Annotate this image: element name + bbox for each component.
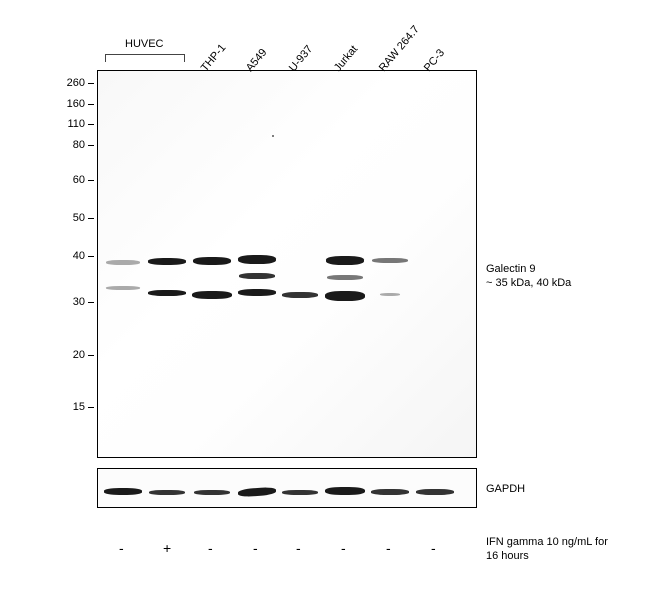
huvec-bracket: [105, 54, 185, 62]
blot-band: [239, 273, 275, 279]
blot-band: [372, 258, 408, 263]
sample-label: RAW 264.7: [377, 24, 422, 74]
mw-marker-tick: [88, 218, 94, 219]
loading-band: [104, 488, 142, 495]
mw-marker-tick: [88, 83, 94, 84]
treatment-symbol: -: [431, 540, 436, 556]
mw-marker-label: 30: [55, 296, 85, 308]
mw-marker-tick: [88, 180, 94, 181]
blot-band: [193, 257, 231, 265]
blot-band: [380, 293, 400, 296]
loading-control-label: GAPDH: [486, 482, 525, 496]
treatment-symbol: -: [119, 540, 124, 556]
blot-band: [148, 290, 186, 296]
blot-band: [238, 255, 276, 264]
mw-marker-tick: [88, 256, 94, 257]
mw-marker-label: 60: [55, 174, 85, 186]
loading-band: [325, 487, 365, 495]
mw-marker-tick: [88, 355, 94, 356]
mw-marker-label: 20: [55, 349, 85, 361]
huvec-label: HUVEC: [125, 38, 164, 50]
mw-marker-label: 160: [55, 98, 85, 110]
figure-canvas: 26016011080605040302015THP-1A549U-937Jur…: [0, 0, 650, 601]
mw-marker-tick: [88, 145, 94, 146]
mw-marker-label: 80: [55, 139, 85, 151]
blot-band: [106, 260, 140, 265]
loading-band: [371, 489, 409, 495]
blot-band: [282, 292, 318, 298]
loading-band: [416, 489, 454, 495]
treatment-symbol: -: [341, 540, 346, 556]
artifact-speck: [272, 135, 274, 137]
treatment-symbol: -: [296, 540, 301, 556]
treatment-symbol: -: [208, 540, 213, 556]
treatment-symbol: -: [386, 540, 391, 556]
treatment-symbol: +: [163, 540, 171, 556]
mw-marker-label: 40: [55, 250, 85, 262]
mw-marker-label: 50: [55, 212, 85, 224]
blot-band: [106, 286, 140, 290]
treatment-description: IFN gamma 10 ng/mL for 16 hours: [486, 536, 616, 564]
loading-band: [194, 490, 230, 495]
mw-marker-label: 260: [55, 77, 85, 89]
blot-band: [148, 258, 186, 265]
blot-band: [327, 275, 363, 280]
loading-band: [149, 490, 185, 495]
blot-band: [238, 289, 276, 296]
target-name: Galectin 9: [486, 262, 571, 276]
mw-marker-tick: [88, 407, 94, 408]
mw-marker-tick: [88, 104, 94, 105]
loading-control-membrane: [97, 468, 477, 508]
blot-band: [325, 291, 365, 301]
target-mw: ~ 35 kDa, 40 kDa: [486, 276, 571, 290]
blot-band: [192, 291, 232, 299]
mw-marker-tick: [88, 124, 94, 125]
mw-marker-tick: [88, 302, 94, 303]
mw-marker-label: 15: [55, 401, 85, 413]
target-label: Galectin 9~ 35 kDa, 40 kDa: [486, 262, 571, 291]
treatment-symbol: -: [253, 540, 258, 556]
mw-marker-label: 110: [55, 118, 85, 130]
loading-band: [282, 490, 318, 495]
blot-band: [326, 256, 364, 265]
